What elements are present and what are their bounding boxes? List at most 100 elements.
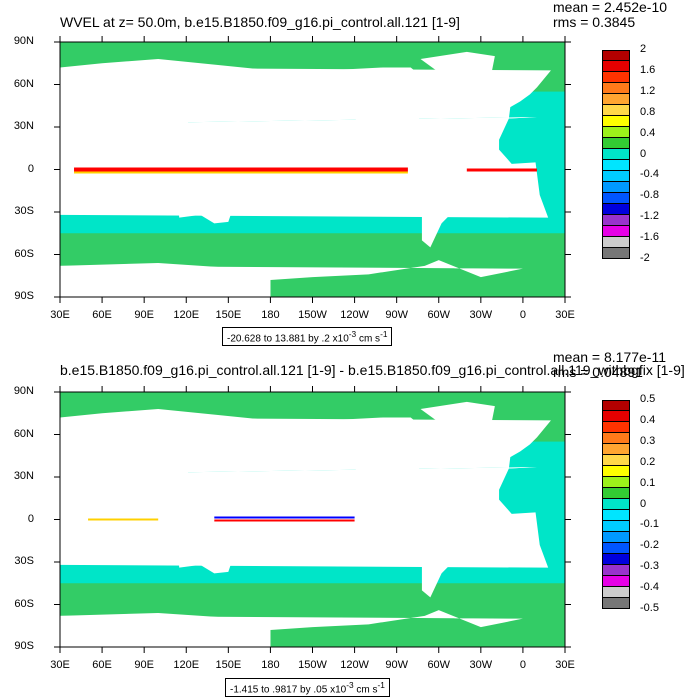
colorbar-label: 0.3 [640, 434, 656, 447]
map-plot [54, 386, 571, 653]
lat-label: 60S [14, 247, 34, 260]
colorbar-cell [602, 116, 630, 127]
lat-label: 60S [14, 597, 34, 610]
colorbar-label: 0.2 [640, 455, 656, 468]
colorbar-cell [602, 587, 630, 598]
lat-label: 90N [13, 385, 34, 397]
colorbar-cell [602, 94, 630, 105]
lon-label: 150W [298, 659, 327, 671]
lat-label: 90N [13, 35, 34, 47]
lon-label: 150E [215, 659, 242, 671]
land-mass [151, 512, 167, 528]
atlantic-equatorial-band [466, 168, 537, 172]
colorbar-cell [602, 598, 630, 609]
lon-label: 30E [50, 309, 70, 321]
range-units: cm s [353, 684, 378, 696]
colorbar-cell [602, 83, 630, 94]
lon-label: 60W [427, 659, 451, 671]
equatorial-upwelling-edge [74, 171, 408, 174]
colorbar-cell [602, 160, 630, 171]
lon-label: 90E [134, 309, 154, 321]
colorbar-label: -0.3 [640, 560, 659, 573]
colorbar-cell [602, 215, 630, 226]
lon-label: 180 [261, 659, 280, 671]
lat-label: 30N [13, 120, 34, 132]
colorbar-label: -0.5 [640, 602, 659, 614]
equatorial-positive-band [214, 519, 355, 522]
land-mass [60, 117, 549, 218]
stats-block: mean = 2.452e-10 rms = 0.3845 [553, 0, 667, 30]
colorbar-cell [602, 72, 630, 83]
colorbar-cell [602, 138, 630, 149]
colorbar-label: 1.2 [640, 84, 656, 97]
colorbar-label: -0.2 [640, 539, 659, 552]
colorbar-label: 0 [640, 497, 647, 510]
colorbar-cell [602, 510, 630, 521]
lon-label: 30E [555, 659, 575, 671]
colorbar-cell [602, 422, 630, 433]
lon-label: 120W [340, 659, 369, 671]
colorbar-cell [602, 466, 630, 477]
colorbar-cell [602, 171, 630, 182]
colorbar-cell [602, 127, 630, 138]
land-mass [287, 417, 439, 509]
lat-label: 30N [13, 470, 34, 482]
land-mass [410, 505, 474, 598]
colorbar-cell [602, 50, 630, 61]
colorbar-label: -0.8 [640, 189, 659, 202]
lon-label: 60W [427, 309, 451, 321]
colorbar-label: 0.5 [640, 393, 656, 405]
colorbar-cell [602, 193, 630, 204]
lat-label: 60N [13, 77, 34, 90]
colorbar-cell [602, 565, 630, 576]
colorbar-label: -0.4 [640, 168, 659, 181]
colorbar-cell [602, 554, 630, 565]
range-units-exponent: -1 [377, 680, 385, 690]
land-mass [287, 67, 439, 159]
land-mass [177, 535, 233, 574]
lon-label: 30E [555, 309, 575, 321]
range-units-exponent: -1 [380, 329, 388, 339]
lon-label: 150W [298, 309, 327, 321]
colorbar-cell [602, 204, 630, 215]
lon-label: 0 [519, 309, 526, 321]
colorbar-cell [602, 237, 630, 248]
map-area [54, 36, 571, 303]
colorbar-cell [602, 488, 630, 499]
colorbar-label: 1.6 [640, 63, 656, 76]
colorbar-cell [602, 477, 630, 488]
colorbar-label: -1.6 [640, 231, 659, 244]
lat-label: 60N [13, 427, 34, 440]
colorbar-cell [602, 226, 630, 237]
land-mass [420, 51, 495, 85]
colorbar-cell [602, 444, 630, 455]
plot-title: WVEL at z= 50.0m, b.e15.B1850.f09_g16.pi… [60, 14, 460, 30]
colorbar-cell [602, 532, 630, 543]
lon-label: 60E [92, 659, 112, 671]
colorbar-cell [602, 105, 630, 116]
colorbar-cell [602, 400, 630, 411]
rms-value: rms = 0.3845 [553, 14, 636, 30]
range-exponent: -3 [346, 680, 354, 690]
colorbar-cell [602, 455, 630, 466]
map-area [54, 386, 571, 653]
colorbar-cell [602, 576, 630, 587]
equatorial-upwelling-band [74, 167, 408, 172]
lat-label: 90S [14, 290, 34, 302]
range-units: cm s [356, 333, 381, 345]
range-text: -20.628 to 13.881 by .2 x10 [227, 333, 349, 345]
plot-title: b.e15.B1850.f09_g16.pi_control.all.121 [… [60, 362, 685, 378]
colorbar-label: -0.1 [640, 518, 659, 531]
land-mass [60, 260, 523, 297]
colorbar-label: 0 [640, 147, 647, 160]
lon-label: 30W [469, 659, 493, 671]
lon-label: 0 [519, 659, 526, 671]
mean-value: mean = 2.452e-10 [553, 0, 668, 15]
lon-label: 120E [173, 309, 200, 321]
land-mass [60, 610, 523, 647]
colorbar-cell [602, 61, 630, 72]
bottom-panel: b.e15.B1850.f09_g16.pi_control.all.121 [… [0, 350, 700, 700]
colorbar-label: 2 [640, 43, 647, 55]
contour-range-box: -1.415 to .9817 by .05 x10-3 cm s-1 [225, 678, 390, 698]
lon-label: 90W [385, 309, 408, 321]
